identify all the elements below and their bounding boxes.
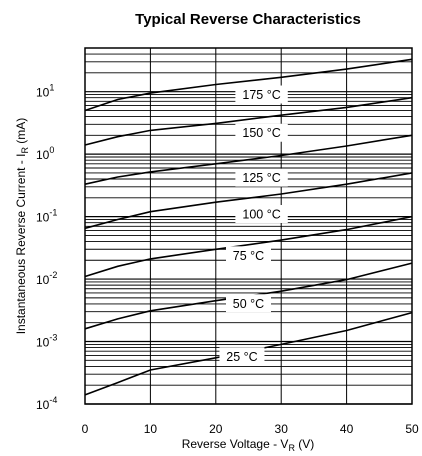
y-axis-label: Instantaneous Reverse Current - IR (mA) bbox=[14, 118, 30, 335]
series-line-2 bbox=[84, 134, 413, 185]
curve-label-box-0 bbox=[235, 85, 288, 104]
x-tick-label: 40 bbox=[340, 422, 354, 436]
plot-frame bbox=[84, 47, 413, 405]
series-line-5 bbox=[84, 262, 413, 330]
series-line-0 bbox=[84, 58, 413, 112]
curve-label-5: 50 °C bbox=[233, 297, 264, 311]
x-axis-label: Reverse Voltage - VR (V) bbox=[182, 437, 315, 453]
y-tick-label: 10-3 bbox=[36, 333, 57, 350]
x-tick-label: 50 bbox=[405, 422, 419, 436]
curve-label-6: 25 °C bbox=[226, 350, 257, 364]
curve-label-2: 125 °C bbox=[242, 171, 280, 185]
curve-label-box-4 bbox=[226, 246, 271, 265]
y-tick-label: 10-4 bbox=[36, 395, 57, 412]
curve-label-box-2 bbox=[235, 168, 288, 187]
chart-title: Typical Reverse Characteristics bbox=[135, 11, 361, 28]
curve-label-box-3 bbox=[235, 205, 288, 224]
y-tick-label: 101 bbox=[36, 83, 54, 100]
curve-label-box-5 bbox=[226, 294, 271, 313]
curve-label-3: 100 °C bbox=[242, 208, 280, 222]
x-tick-labels: 0 10 20 30 40 50 bbox=[82, 422, 419, 436]
curve-label-0: 175 °C bbox=[242, 88, 280, 102]
series-line-6 bbox=[84, 311, 413, 396]
series-line-1 bbox=[84, 96, 413, 146]
y-tick-label: 10-1 bbox=[36, 208, 57, 225]
x-tick-label: 10 bbox=[144, 422, 158, 436]
series-line-3 bbox=[84, 172, 413, 230]
curve-label-box-1 bbox=[235, 123, 288, 142]
curve-label-box-6 bbox=[219, 347, 265, 366]
y-tick-labels: 101 100 10-1 10-2 10-3 10-4 bbox=[36, 83, 57, 412]
x-tick-label: 20 bbox=[209, 422, 223, 436]
series-lines bbox=[84, 58, 413, 396]
curve-label-1: 150 °C bbox=[242, 126, 280, 140]
series-line-4 bbox=[84, 215, 413, 278]
y-tick-label: 10-2 bbox=[36, 270, 57, 287]
y-tick-label: 100 bbox=[36, 145, 54, 162]
curve-label-4: 75 °C bbox=[233, 249, 264, 263]
x-tick-label: 30 bbox=[275, 422, 289, 436]
x-tick-label: 0 bbox=[82, 422, 89, 436]
curve-labels: 175 °C 150 °C 125 °C 100 °C 75 °C 50 °C 25 °C bbox=[219, 85, 288, 366]
